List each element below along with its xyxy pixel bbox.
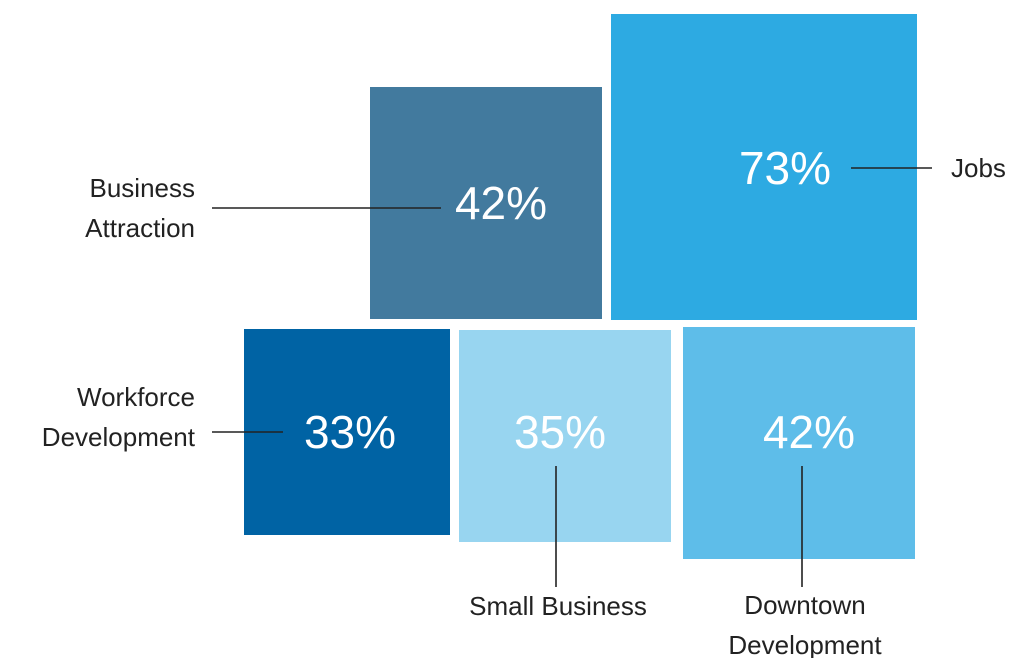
small-business-box <box>459 330 671 542</box>
business-attraction-label-line-2: Attraction <box>85 213 195 243</box>
small-business-value-label: 35% <box>514 406 606 458</box>
category-labels-layer: Business Attraction Jobs Workforce Developme… <box>42 153 1006 658</box>
downtown-development-box <box>683 327 915 559</box>
downtown-development-label-line-2: Development <box>728 630 882 658</box>
downtown-development-label-line-1: Downtown <box>744 590 865 620</box>
small-business-label-line-1: Small Business <box>469 591 647 621</box>
jobs-label-line-1: Jobs <box>951 153 1006 183</box>
workforce-development-value-label: 33% <box>304 406 396 458</box>
value-labels-layer: 42% 73% 33% 35% 42% <box>304 142 855 458</box>
jobs-value-label: 73% <box>739 142 831 194</box>
business-attraction-value-label: 42% <box>455 177 547 229</box>
workforce-development-label-line-1: Workforce <box>77 382 195 412</box>
jobs-box <box>611 14 917 320</box>
boxes-layer <box>244 14 917 559</box>
business-attraction-label-line-1: Business <box>90 173 196 203</box>
workforce-development-label-line-2: Development <box>42 422 196 452</box>
downtown-development-value-label: 42% <box>763 406 855 458</box>
leader-lines-layer <box>212 167 932 587</box>
business-attraction-box <box>370 87 602 319</box>
